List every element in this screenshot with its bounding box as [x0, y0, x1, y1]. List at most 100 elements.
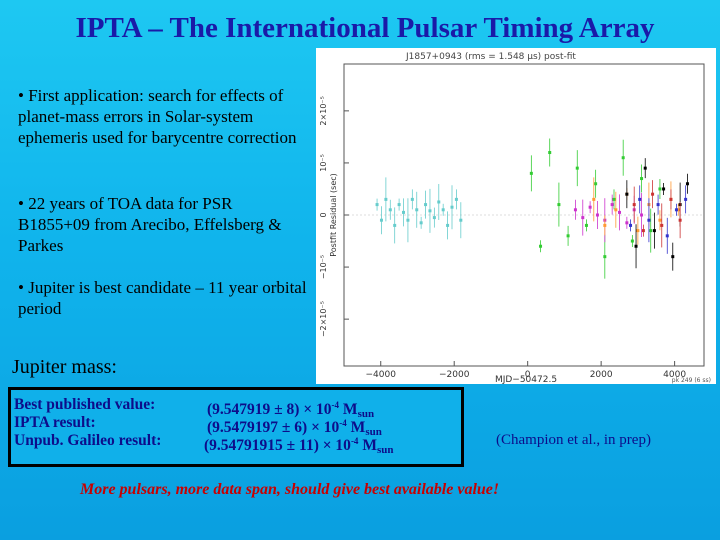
- result-value-galileo: (9.54791915 ± 11) × 10-4 Msun: [204, 436, 394, 456]
- residual-plot-svg: J1857+0943 (rms = 1.548 μs) post-fit −400…: [319, 52, 711, 384]
- data-point: [459, 218, 463, 222]
- bullet-toa-data: • 22 years of TOA data for PSR B1855+09 …: [18, 194, 282, 255]
- data-point: [592, 197, 596, 201]
- data-point: [595, 213, 599, 217]
- result-label-galileo: Unpub. Galileo result:: [14, 432, 162, 449]
- data-point: [454, 197, 458, 201]
- data-point: [584, 223, 588, 227]
- data-point: [634, 244, 638, 248]
- data-point: [539, 244, 543, 248]
- result-value-ipta: (9.5479197 ± 6) × 10-4 Msun: [207, 418, 382, 438]
- data-point: [662, 187, 666, 191]
- data-point: [581, 216, 585, 220]
- x-tick-label: −2000: [439, 370, 470, 380]
- y-axis-label: Postfit Residual (sec): [329, 173, 338, 257]
- y-tick-label: 0: [319, 212, 328, 217]
- result-row-galileo: Unpub. Galileo result: (9.54791915 ± 11)…: [14, 432, 461, 456]
- data-point: [566, 234, 570, 238]
- data-point: [658, 218, 662, 222]
- y-tick-label: −2×10⁻⁵: [319, 301, 328, 337]
- data-point: [640, 177, 644, 181]
- data-point: [393, 223, 397, 227]
- chart-title: J1857+0943 (rms = 1.548 μs) post-fit: [405, 52, 576, 62]
- jupiter-mass-label: Jupiter mass:: [12, 356, 117, 378]
- data-point: [428, 209, 432, 213]
- data-point: [529, 171, 533, 175]
- data-point: [450, 205, 454, 209]
- data-point: [610, 203, 614, 207]
- data-point: [641, 229, 645, 233]
- data-point: [446, 223, 450, 227]
- data-point: [432, 216, 436, 220]
- x-tick-label: 4000: [663, 370, 686, 380]
- data-point: [588, 205, 592, 209]
- data-point: [658, 187, 662, 191]
- data-point: [406, 218, 410, 222]
- data-point: [594, 182, 598, 186]
- data-point: [647, 218, 651, 222]
- data-point: [397, 203, 401, 207]
- slide-title: IPTA – The International Pulsar Timing A…: [75, 12, 655, 44]
- x-tick-label: 0: [525, 370, 531, 380]
- data-point: [618, 210, 622, 214]
- data-point: [415, 208, 419, 212]
- data-point: [660, 223, 664, 227]
- data-point: [573, 208, 577, 212]
- data-point: [678, 218, 682, 222]
- result-row-best: Best published value: (9.547919 ± 8) × 1…: [14, 396, 461, 420]
- y-tick-label: 10⁻⁵: [319, 154, 328, 172]
- data-point: [375, 203, 379, 207]
- result-row-ipta: IPTA result: (9.5479197 ± 6) × 10-4 Msun: [14, 414, 461, 438]
- data-point: [575, 166, 579, 170]
- data-point: [424, 203, 428, 207]
- result-label-best: Best published value:: [14, 396, 156, 413]
- data-point: [651, 192, 655, 196]
- data-point: [676, 208, 680, 212]
- residual-plot: J1857+0943 (rms = 1.548 μs) post-fit −400…: [316, 48, 716, 384]
- data-point: [643, 166, 647, 170]
- data-point: [621, 156, 625, 160]
- data-point: [441, 208, 445, 212]
- data-point: [603, 255, 607, 259]
- data-point: [669, 197, 673, 201]
- data-point: [636, 229, 640, 233]
- x-tick-label: 2000: [590, 370, 613, 380]
- bullet-first-application: • First application: search for effects …: [18, 86, 297, 147]
- results-box: Best published value: (9.547919 ± 8) × 1…: [8, 387, 464, 467]
- data-point: [625, 221, 629, 225]
- data-point: [638, 197, 642, 201]
- x-tick-label: −4000: [366, 370, 397, 380]
- data-point: [674, 208, 678, 212]
- data-point: [629, 223, 633, 227]
- y-tick-label: 2×10⁻⁵: [319, 96, 328, 125]
- data-point: [419, 221, 423, 225]
- data-point: [630, 239, 634, 243]
- data-point: [671, 255, 675, 259]
- data-point: [685, 182, 689, 186]
- data-point: [649, 229, 653, 233]
- data-point: [612, 197, 616, 201]
- data-point: [614, 208, 618, 212]
- data-point: [665, 234, 669, 238]
- data-point: [652, 229, 656, 233]
- data-point: [684, 197, 688, 201]
- footer-note: More pulsars, more data span, should giv…: [80, 481, 500, 498]
- y-tick-label: −10⁻⁵: [319, 255, 328, 279]
- x-axis-label: MJD−50472.5: [495, 375, 557, 384]
- footnote: pk 249 (6 ss): [672, 377, 711, 384]
- data-point: [625, 192, 629, 196]
- data-point: [388, 208, 392, 212]
- data-point: [402, 210, 406, 214]
- citation: (Champion et al., in prep): [496, 432, 651, 448]
- result-value-best: (9.547919 ± 8) × 10-4 Msun: [207, 400, 375, 420]
- data-point: [410, 197, 414, 201]
- data-point: [632, 203, 636, 207]
- data-point: [379, 218, 383, 222]
- data-point: [384, 197, 388, 201]
- data-point: [640, 213, 644, 217]
- data-point: [656, 203, 660, 207]
- data-point: [548, 151, 552, 155]
- bullet-jupiter-candidate: • Jupiter is best candidate – 11 year or…: [18, 278, 307, 318]
- data-point: [603, 223, 607, 227]
- data-point: [557, 203, 561, 207]
